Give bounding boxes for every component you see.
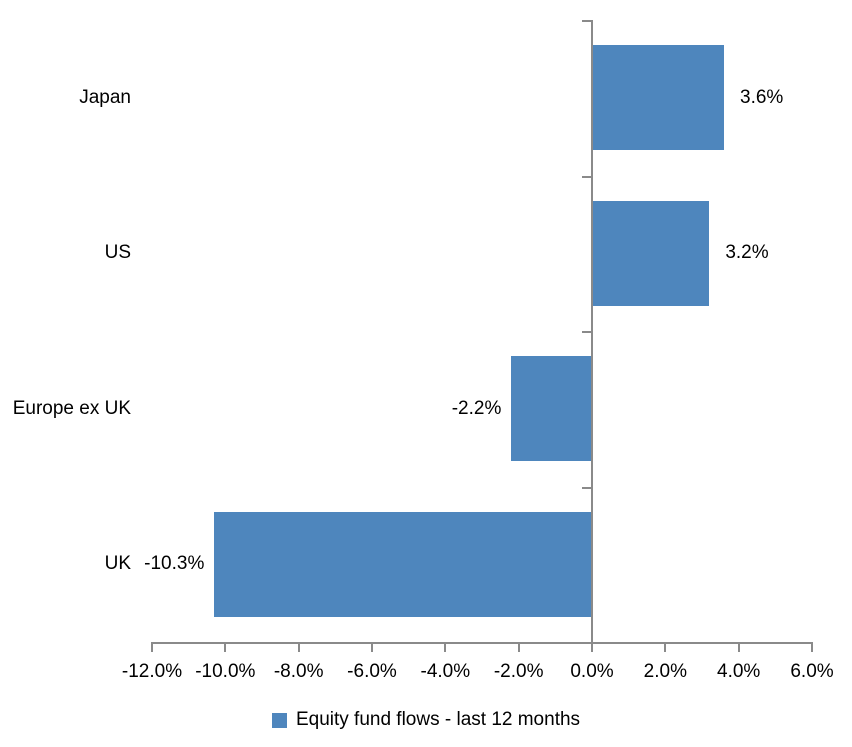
y-axis-line	[591, 20, 593, 642]
x-axis-line	[151, 642, 813, 644]
category-label-japan: Japan	[79, 86, 131, 108]
y-axis-tick	[582, 20, 592, 22]
x-axis-tick	[224, 642, 227, 652]
x-tick-label: -10.0%	[195, 661, 256, 682]
category-label-us: US	[104, 242, 131, 264]
x-axis-tick	[444, 642, 447, 652]
data-label-japan: 3.6%	[740, 86, 784, 108]
y-axis-tick	[582, 486, 592, 489]
x-axis-tick	[517, 642, 520, 652]
legend: Equity fund flows - last 12 months	[0, 705, 852, 735]
x-axis-tick	[737, 642, 740, 652]
bar-uk	[214, 511, 592, 617]
x-tick-label: -6.0%	[347, 661, 397, 682]
data-label-europe-ex-uk: -2.2%	[451, 397, 502, 419]
x-axis-tick	[371, 642, 373, 652]
x-tick-label: 0.0%	[570, 661, 614, 682]
bar-europe-ex-uk	[511, 356, 592, 462]
x-tick-label: -2.0%	[493, 661, 544, 682]
y-axis-tick	[582, 331, 592, 333]
x-tick-label: -8.0%	[273, 661, 324, 682]
legend-marker-icon	[271, 712, 287, 728]
data-label-uk: -10.3%	[144, 553, 205, 575]
data-label-us: 3.2%	[725, 242, 769, 264]
x-axis-tick	[297, 642, 300, 652]
legend-label: Equity fund flows - last 12 months	[295, 709, 581, 730]
category-label-europe-ex-uk: Europe ex UK	[12, 397, 131, 419]
x-axis-tick	[811, 642, 813, 652]
x-tick-label: -4.0%	[420, 661, 471, 682]
bar-us	[592, 200, 710, 306]
x-axis-tick	[591, 642, 593, 652]
x-tick-label: 2.0%	[643, 661, 687, 682]
x-axis-tick	[664, 642, 667, 652]
bar-japan	[592, 45, 724, 151]
x-axis-tick	[151, 642, 153, 652]
category-label-uk: UK	[104, 553, 131, 575]
x-tick-label: 6.0%	[790, 661, 834, 682]
y-axis-tick	[582, 175, 592, 178]
x-tick-label: -12.0%	[121, 661, 183, 682]
x-tick-label: 4.0%	[717, 661, 761, 682]
